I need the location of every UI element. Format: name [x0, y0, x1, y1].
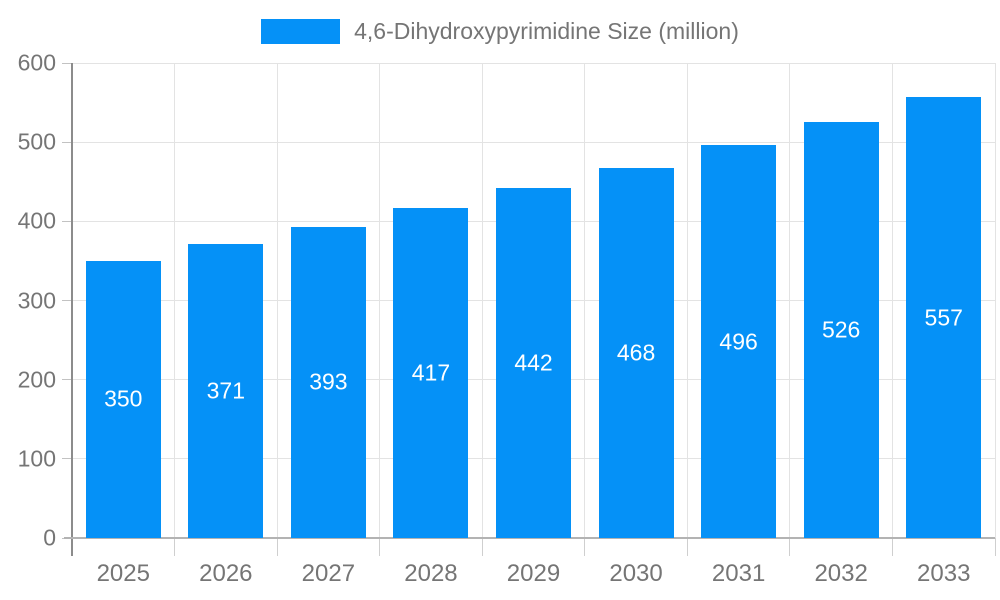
v-gridline [686, 63, 688, 538]
y-tick-mark [62, 300, 72, 301]
x-tick-mark [891, 538, 893, 556]
bar-value-label: 557 [924, 304, 963, 330]
y-axis [71, 63, 73, 556]
v-gridline [379, 63, 381, 538]
bar-value-label: 417 [411, 359, 451, 386]
v-gridline [789, 63, 791, 538]
x-tick-label: 2029 [506, 560, 561, 587]
bar-value-label: 526 [821, 316, 861, 343]
y-tick-mark [62, 62, 72, 64]
bar-2029: 442 [496, 188, 571, 538]
legend-label: 4,6-Dihydroxypyrimidine Size (million) [354, 17, 739, 44]
x-tick-mark [481, 538, 483, 556]
bar-2026: 371 [188, 244, 264, 538]
x-tick-mark [789, 538, 791, 556]
y-tick-label: 400 [17, 207, 56, 234]
v-gridline [276, 63, 278, 538]
bar-2031: 496 [701, 145, 777, 538]
y-tick-mark [62, 220, 72, 222]
x-tick-mark [686, 538, 688, 556]
h-gridline [72, 141, 995, 143]
y-tick-label: 100 [17, 445, 56, 472]
x-tick-mark [174, 538, 176, 556]
bar-2025: 350 [85, 260, 161, 538]
x-tick-mark [584, 538, 586, 556]
bar-2032: 526 [803, 121, 879, 538]
x-tick-mark [994, 538, 996, 556]
v-gridline [481, 63, 483, 538]
bar-2033: 557 [906, 97, 982, 538]
x-tick-mark [379, 538, 381, 556]
v-gridline [891, 63, 893, 538]
y-tick-mark [62, 458, 72, 460]
bar-2030: 468 [598, 167, 674, 538]
y-tick-label: 500 [17, 128, 56, 155]
x-tick-label: 2028 [404, 560, 458, 587]
v-gridline [994, 63, 996, 538]
x-tick-label: 2031 [711, 560, 766, 587]
x-tick-label: 2033 [917, 560, 971, 587]
y-tick-mark [62, 379, 72, 381]
h-gridline [72, 62, 995, 64]
legend-swatch [261, 18, 341, 44]
bar-value-label: 350 [104, 385, 143, 412]
v-gridline [584, 63, 586, 538]
y-tick-label: 600 [17, 49, 56, 76]
x-tick-mark [276, 538, 278, 556]
chart-legend: 4,6-Dihydroxypyrimidine Size (million) [0, 14, 1000, 48]
y-tick-label: 300 [17, 287, 56, 313]
bar-value-label: 468 [616, 339, 656, 366]
x-tick-label: 2030 [609, 560, 663, 587]
bar-value-label: 442 [514, 349, 553, 376]
bar-value-label: 496 [719, 328, 758, 355]
bar-2028: 417 [393, 207, 469, 538]
x-tick-label: 2025 [96, 560, 150, 587]
y-tick-label: 0 [43, 524, 56, 551]
x-axis [64, 537, 995, 539]
x-tick-label: 2026 [199, 560, 253, 587]
y-tick-label: 200 [17, 366, 56, 393]
x-tick-label: 2027 [301, 560, 356, 587]
bar-value-label: 393 [309, 368, 348, 395]
y-tick-mark [62, 141, 72, 143]
x-tick-label: 2032 [814, 560, 868, 587]
bar-value-label: 371 [206, 377, 246, 404]
v-gridline [174, 63, 176, 538]
bar-2027: 393 [290, 226, 366, 538]
